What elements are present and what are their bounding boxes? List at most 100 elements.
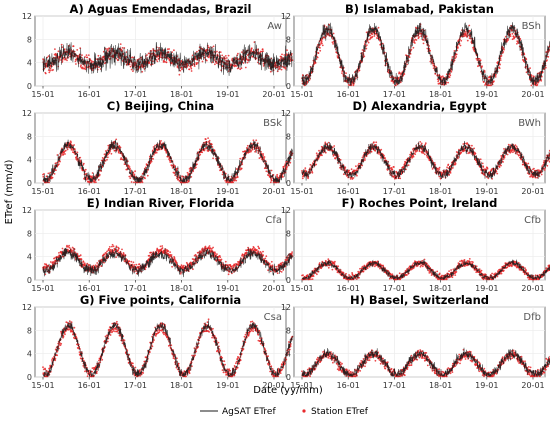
station-point xyxy=(478,58,481,60)
station-point xyxy=(473,147,475,150)
station-point xyxy=(128,175,131,178)
station-point xyxy=(262,153,265,155)
station-point xyxy=(54,48,56,50)
station-point xyxy=(209,247,212,249)
y-tick-label: 12 xyxy=(281,12,291,21)
station-point xyxy=(332,43,334,45)
station-point xyxy=(482,166,485,168)
station-point xyxy=(128,63,131,66)
station-point xyxy=(358,69,361,72)
climate-code: BSh xyxy=(522,21,541,32)
station-point xyxy=(119,57,121,60)
station-point xyxy=(49,261,52,263)
station-point xyxy=(321,154,323,157)
station-point xyxy=(96,262,99,264)
station-point xyxy=(320,40,323,43)
station-point xyxy=(199,153,202,156)
station-point xyxy=(513,150,516,153)
station-point xyxy=(490,84,492,87)
station-point xyxy=(201,151,204,154)
station-point xyxy=(75,63,77,65)
station-point xyxy=(432,67,435,70)
x-tick-label: 17-01 xyxy=(124,284,147,293)
station-point xyxy=(85,54,88,56)
station-point xyxy=(61,247,64,250)
station-point xyxy=(134,170,137,173)
station-point xyxy=(496,172,499,175)
station-point xyxy=(242,62,245,64)
x-tick-label: 17-01 xyxy=(124,90,147,99)
station-point xyxy=(481,65,483,67)
station-point xyxy=(341,72,343,74)
station-point xyxy=(186,171,189,174)
station-point xyxy=(144,177,146,180)
station-point xyxy=(51,176,54,179)
station-point xyxy=(459,44,462,47)
station-point xyxy=(424,142,427,145)
station-point xyxy=(148,62,151,64)
station-point xyxy=(64,153,66,155)
station-point xyxy=(547,55,550,58)
station-point xyxy=(150,49,153,52)
station-point xyxy=(397,77,400,79)
station-point xyxy=(447,163,450,166)
station-point xyxy=(500,164,502,167)
station-point xyxy=(95,181,97,184)
station-point xyxy=(433,162,436,164)
station-point xyxy=(214,252,217,255)
station-point xyxy=(182,264,185,267)
station-point xyxy=(84,168,87,171)
station-point xyxy=(167,250,170,252)
station-point xyxy=(205,59,208,62)
station-point xyxy=(355,165,357,168)
station-point xyxy=(460,151,463,154)
station-point xyxy=(57,50,60,53)
station-point xyxy=(457,46,459,49)
climate-code: BSk xyxy=(263,118,282,129)
station-point xyxy=(175,261,178,264)
station-point xyxy=(214,63,216,66)
station-point xyxy=(352,177,355,179)
station-point xyxy=(471,144,473,147)
station-point xyxy=(129,177,132,180)
station-point xyxy=(44,72,47,75)
x-tick-label: 20-01 xyxy=(262,284,285,293)
station-point xyxy=(418,36,420,38)
station-point xyxy=(49,67,52,70)
station-point xyxy=(108,246,111,248)
station-point xyxy=(241,253,244,256)
station-point xyxy=(160,140,162,142)
station-point xyxy=(111,245,113,248)
station-point xyxy=(106,156,109,159)
station-point xyxy=(350,168,353,171)
station-point xyxy=(263,156,266,158)
x-tick-label: 18-01 xyxy=(170,284,193,293)
station-point xyxy=(371,33,374,35)
station-point xyxy=(422,39,425,41)
station-point xyxy=(440,75,443,78)
station-point xyxy=(141,70,144,73)
station-point xyxy=(79,254,82,257)
x-tick-label: 17-01 xyxy=(383,187,406,196)
station-point xyxy=(494,76,497,78)
station-point xyxy=(257,250,260,253)
y-tick-label: 8 xyxy=(286,132,291,141)
station-point xyxy=(55,169,57,172)
station-point xyxy=(66,59,68,62)
station-point xyxy=(464,31,467,33)
station-point xyxy=(507,39,509,41)
station-point xyxy=(365,44,368,46)
station-point xyxy=(188,68,191,71)
station-point xyxy=(173,49,175,52)
station-point xyxy=(463,149,466,152)
station-point xyxy=(106,49,109,52)
station-point xyxy=(65,57,67,60)
station-point xyxy=(195,166,197,169)
station-point xyxy=(128,260,131,263)
station-point xyxy=(502,161,504,163)
y-tick-label: 12 xyxy=(22,109,32,118)
station-point xyxy=(276,173,279,176)
station-point xyxy=(208,245,211,247)
